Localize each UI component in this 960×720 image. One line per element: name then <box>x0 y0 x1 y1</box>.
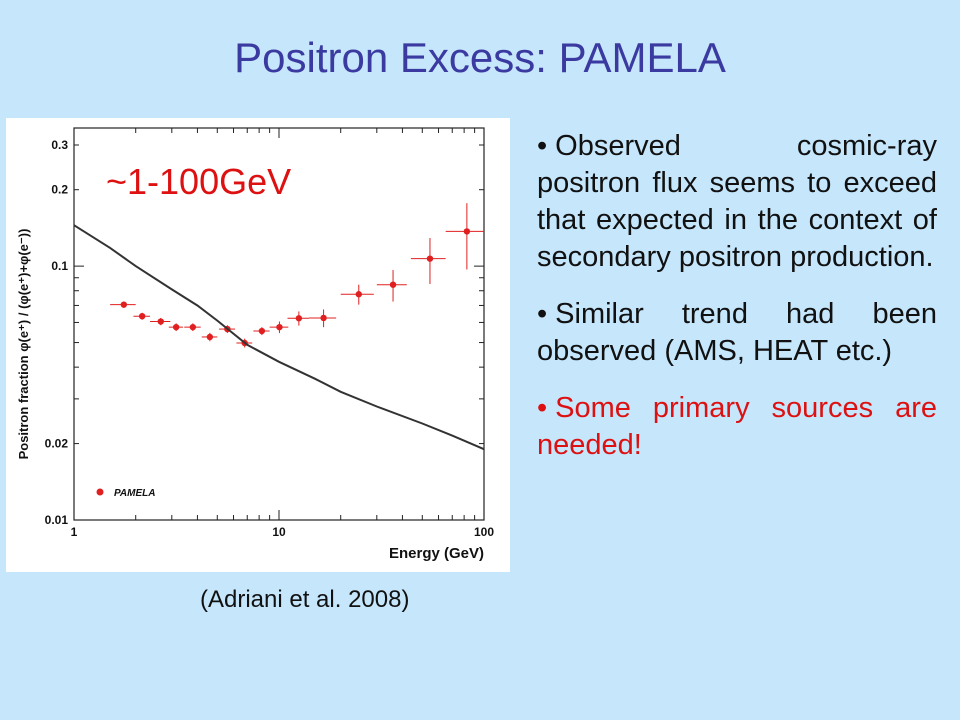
positron-fraction-chart: 0.01 0.02 0.1 0.2 0.3 1 10 100 Positron fracti… <box>16 127 494 562</box>
data-marker <box>463 228 471 235</box>
data-marker <box>426 255 434 262</box>
data-marker <box>258 327 266 335</box>
bullet-item: • Similar trend had been observed (AMS, H… <box>537 298 937 367</box>
bullet-text: Some primary sources are needed! <box>537 392 937 461</box>
data-point <box>308 309 337 328</box>
data-point <box>184 323 201 332</box>
data-marker <box>189 323 197 331</box>
figure-caption: (Adriani et al. 2008) <box>200 586 410 613</box>
y-tick-label: 0.2 <box>51 183 68 197</box>
data-point <box>445 203 484 270</box>
x-tick-label: 10 <box>272 525 286 539</box>
energy-range-annotation: ~1-100GeV <box>106 161 291 202</box>
data-marker <box>138 312 146 320</box>
chart-figure: 0.01 0.02 0.1 0.2 0.3 1 10 100 Positron fracti… <box>6 118 510 572</box>
legend-marker <box>96 488 104 496</box>
bullet-item: • Observed cosmic-ray positron flux seems… <box>537 130 937 273</box>
data-marker <box>206 333 214 341</box>
y-tick-label: 0.01 <box>45 513 69 527</box>
data-point <box>376 270 407 302</box>
data-marker <box>172 323 180 331</box>
data-marker <box>157 318 164 325</box>
data-marker <box>320 314 327 322</box>
model-curve <box>73 224 485 451</box>
data-point <box>410 238 446 285</box>
data-point <box>150 317 171 326</box>
data-marker <box>120 301 128 308</box>
data-point <box>340 284 374 305</box>
bullet-text: Similar trend had been observed (AMS, HE… <box>537 298 937 367</box>
y-tick-label: 0.02 <box>45 437 69 451</box>
x-tick-label: 1 <box>71 525 78 539</box>
bullet-list: • Observed cosmic-ray positron flux seems… <box>537 128 937 484</box>
bullet-text: Observed cosmic-ray positron flux seems … <box>537 130 937 273</box>
y-axis-label: Positron fraction φ(e⁺) / (φ(e⁺)+φ(e⁻)) <box>16 229 31 460</box>
data-marker <box>276 323 283 331</box>
x-axis-label: Energy (GeV) <box>389 545 484 562</box>
data-point <box>253 327 270 336</box>
data-marker <box>355 291 362 298</box>
data-point <box>110 301 136 308</box>
data-marker <box>295 315 303 322</box>
data-point <box>133 312 151 320</box>
data-point <box>168 323 183 332</box>
data-point <box>287 311 309 326</box>
slide-title: Positron Excess: PAMELA <box>234 34 726 81</box>
x-tick-label: 100 <box>474 525 494 539</box>
data-point <box>269 321 289 334</box>
y-tick-label: 0.1 <box>51 259 68 273</box>
data-marker <box>389 281 397 288</box>
y-tick-label: 0.3 <box>51 138 68 152</box>
data-point <box>201 332 218 342</box>
legend-label: PAMELA <box>114 488 155 499</box>
bullet-item-highlight: • Some primary sources are needed! <box>537 392 937 461</box>
